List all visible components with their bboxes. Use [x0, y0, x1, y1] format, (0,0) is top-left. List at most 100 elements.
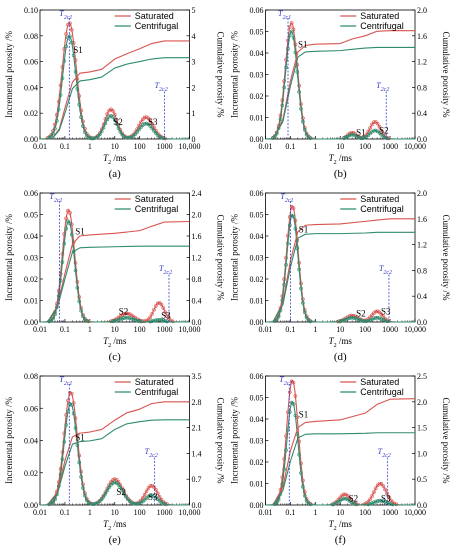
centrifugal-incremental-marker	[98, 132, 102, 137]
y-right-tick-label: 1.4	[192, 449, 202, 458]
legend-label-centrifugal: Centrifugal	[360, 387, 404, 397]
saturated-incremental-marker	[64, 216, 68, 221]
centrifugal-incremental-marker	[377, 316, 382, 320]
x-axis-label-T: T	[103, 153, 109, 163]
centrifugal-incremental-marker	[137, 127, 141, 132]
x-axis-label-sub: 2	[334, 160, 337, 166]
legend-label-centrifugal: Centrifugal	[135, 21, 179, 31]
x-tick-label: 100	[359, 325, 371, 334]
saturated-incremental-marker	[293, 394, 298, 398]
centrifugal-incremental-marker	[81, 486, 85, 490]
y-left-tick-label: 0.02	[250, 458, 264, 467]
centrifugal-incremental-marker	[116, 318, 121, 322]
centrifugal-incremental-marker	[357, 317, 361, 322]
x-tick-label: 0.01	[259, 325, 273, 334]
centrifugal-incremental-marker	[355, 317, 359, 321]
y-left-tick-label: 0.04	[250, 415, 264, 424]
chart-panel-6: 0.01 0.1 1 10 100 1000 10,0000.000.010.020.030…	[230, 372, 451, 546]
centrifugal-incremental-marker	[287, 223, 292, 228]
centrifugal-incremental-marker	[62, 440, 67, 444]
centrifugal-incremental-marker	[372, 316, 376, 321]
centrifugal-incremental-marker	[377, 131, 382, 135]
saturated-incremental-marker	[139, 498, 143, 503]
saturated-incremental-line	[265, 205, 415, 323]
centrifugal-incremental-marker	[157, 134, 162, 139]
centrifugal-incremental-marker	[165, 319, 169, 324]
centrifugal-cumulative-line	[272, 46, 415, 140]
centrifugal-incremental-marker	[308, 319, 313, 324]
saturated-incremental-line	[265, 379, 415, 506]
legend-label-saturated: Saturated	[360, 377, 399, 387]
saturated-cumulative-line	[272, 398, 416, 506]
x-tick-label: 0.1	[60, 142, 70, 151]
centrifugal-incremental-marker	[381, 499, 386, 503]
centrifugal-incremental-marker	[373, 499, 378, 504]
centrifugal-incremental-marker	[71, 249, 76, 254]
centrifugal-incremental-marker	[274, 501, 279, 505]
x-tick-label: 1000	[382, 142, 398, 151]
t2c1-cutoff-label-sub: 2c1	[285, 198, 294, 204]
saturated-incremental-marker	[375, 121, 380, 126]
t2c2-cutoff-label-main: T	[376, 81, 381, 90]
saturated-incremental-marker	[127, 312, 132, 316]
x-tick-label: 1	[313, 325, 317, 334]
y-right-axis-label: Cumulative porosity /%	[441, 398, 451, 484]
saturated-incremental-marker	[364, 132, 369, 137]
centrifugal-incremental-marker	[150, 126, 154, 131]
x-axis-label: T2 /ms	[103, 336, 127, 349]
centrifugal-incremental-marker	[274, 317, 279, 322]
t2c1-cutoff-label-sub: 2c1	[54, 198, 63, 204]
centrifugal-incremental-marker	[351, 133, 356, 137]
centrifugal-incremental-marker	[163, 502, 168, 506]
centrifugal-incremental-marker	[68, 34, 72, 39]
saturated-incremental-marker	[122, 312, 126, 316]
saturated-incremental-marker	[146, 486, 151, 490]
saturated-cumulative-line	[272, 218, 415, 323]
y-left-axis-label: Incremental porosity /%	[4, 397, 14, 484]
y-right-tick-label: 1.6	[417, 32, 427, 41]
y-right-tick-label: 0.4	[417, 292, 427, 301]
t2c1-cutoff-label-main: T	[278, 9, 283, 18]
centrifugal-incremental-marker	[284, 263, 288, 267]
legend-label-saturated: Saturated	[360, 11, 399, 21]
saturated-incremental-marker	[370, 494, 374, 498]
t2c1-cutoff-label-sub: 2c1	[64, 15, 73, 21]
centrifugal-incremental-marker	[94, 501, 98, 506]
x-axis-label-T: T	[329, 519, 335, 529]
centrifugal-incremental-marker	[88, 136, 93, 140]
centrifugal-incremental-marker	[79, 308, 83, 313]
centrifugal-incremental-marker	[135, 318, 139, 323]
peak-label: S1	[73, 45, 83, 55]
y-left-tick-label: 0.06	[24, 189, 38, 198]
centrifugal-incremental-marker	[375, 499, 380, 503]
t2c1-cutoff-label-sub: 2c1	[282, 15, 291, 21]
centrifugal-incremental-marker	[302, 493, 307, 498]
centrifugal-incremental-marker	[304, 315, 309, 320]
saturated-incremental-marker	[372, 120, 376, 125]
y-left-tick-label: 0.00	[24, 135, 38, 144]
centrifugal-incremental-marker	[133, 502, 138, 506]
saturated-incremental-marker	[342, 492, 346, 497]
centrifugal-incremental-marker	[370, 129, 374, 134]
saturated-incremental-marker	[291, 206, 296, 210]
y-left-tick-label: 0.03	[250, 71, 264, 80]
centrifugal-incremental-marker	[111, 319, 115, 324]
y-right-tick-label: 5	[192, 6, 196, 15]
legend-label-saturated: Saturated	[360, 194, 399, 204]
centrifugal-incremental-marker	[112, 118, 117, 122]
centrifugal-incremental-marker	[379, 317, 384, 321]
y-left-axis-label: Incremental porosity /%	[230, 397, 240, 484]
saturated-incremental-marker	[385, 491, 389, 496]
centrifugal-incremental-marker	[306, 135, 311, 139]
centrifugal-incremental-marker	[111, 115, 115, 119]
t2c2-cutoff-label: T2c2	[159, 264, 172, 276]
centrifugal-incremental-marker	[287, 410, 292, 414]
centrifugal-incremental-marker	[118, 130, 123, 134]
peak-label: S3	[161, 311, 171, 321]
t2c2-cutoff-label: T2c2	[155, 81, 168, 93]
x-tick-label: 10	[336, 325, 344, 334]
y-right-tick-label: 2	[192, 83, 196, 92]
saturated-incremental-marker	[60, 450, 65, 454]
y-right-tick-label: 0.0	[192, 501, 202, 510]
centrifugal-incremental-marker	[373, 128, 378, 133]
